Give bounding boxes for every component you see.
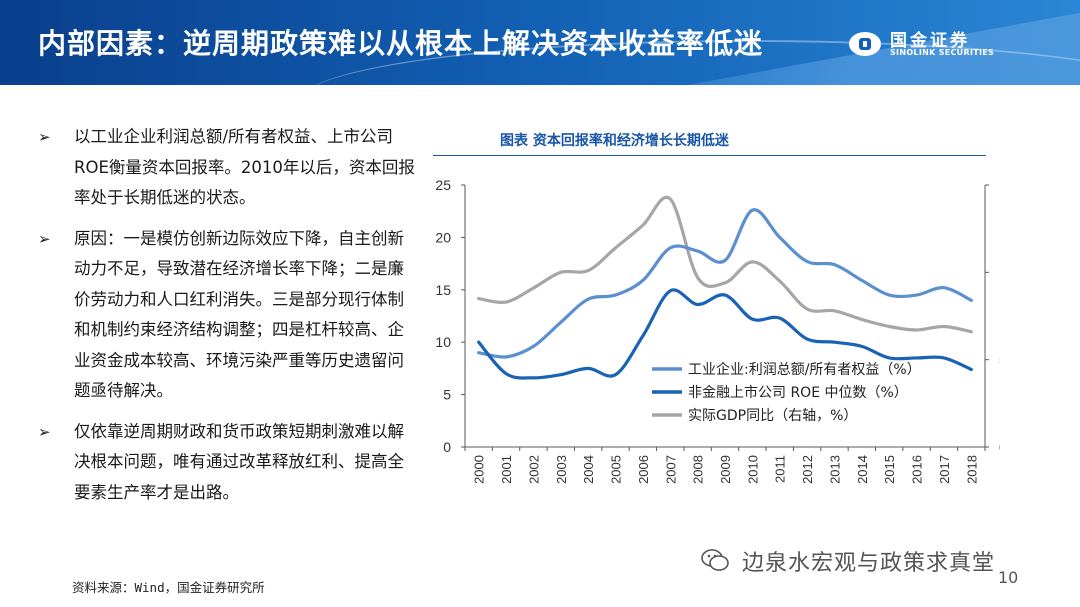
slide-header: 内部因素：逆周期政策难以从根本上解决资本收益率低迷 国金证券 SINOLINK … xyxy=(0,0,1080,85)
y-left-tick-label: 10 xyxy=(435,334,451,350)
bullet-arrow-icon: ➢ xyxy=(38,229,51,248)
x-tick-label: 2017 xyxy=(937,455,952,484)
y-right-tick-label: 10 xyxy=(999,264,1000,280)
bullet-item: ➢ 仅依靠逆周期财政和货币政策短期刺激难以解决根本问题，唯有通过改革释放红利、提… xyxy=(38,417,418,509)
wechat-watermark: 边泉水宏观与政策求真堂 xyxy=(706,545,995,577)
bullet-text: 仅依靠逆周期财政和货币政策短期刺激难以解决根本问题，唯有通过改革释放红利、提高全… xyxy=(74,421,404,502)
line-chart: 0 5 10 15 20 25 0 5 10 15 2000 2001 2002 2003 2004 2005… xyxy=(435,177,1000,484)
bullet-item: ➢ 以工业企业利润总额/所有者权益、上市公司ROE衡量资本回报率。2010年以后… xyxy=(38,122,418,214)
y-left-tick-label: 5 xyxy=(443,387,451,403)
x-tick-label: 2002 xyxy=(526,455,541,484)
y-right-tick-label: 0 xyxy=(999,439,1000,455)
watermark-text: 边泉水宏观与政策求真堂 xyxy=(742,551,996,576)
bullet-arrow-icon: ➢ xyxy=(38,128,51,146)
bullet-item: ➢ 原因：一是模仿创新边际效应下降，自主创新动力不足，导致潜在经济增长率下降；二… xyxy=(38,224,418,407)
y-left-tick-label: 20 xyxy=(435,229,451,245)
legend-label: 工业企业:利润总额/所有者权益（%） xyxy=(688,361,921,378)
x-tick-label: 2010 xyxy=(745,455,760,484)
x-tick-label: 2016 xyxy=(910,455,925,484)
y-right-tick-label: 5 xyxy=(999,352,1000,368)
x-tick-label: 2006 xyxy=(636,455,651,484)
y-left-tick-label: 15 xyxy=(435,282,451,298)
x-tick-label: 2004 xyxy=(581,455,596,484)
x-tick-label: 2018 xyxy=(964,455,979,484)
series-line-0 xyxy=(477,208,973,359)
x-tick-label: 2001 xyxy=(499,455,514,484)
x-tick-label: 2009 xyxy=(718,455,733,484)
x-tick-label: 2012 xyxy=(800,455,815,484)
y-right-tick-label: 15 xyxy=(999,177,1000,193)
logo-english-name: SINOLINK SECURITIES xyxy=(890,48,995,57)
company-logo: 国金证券 SINOLINK SECURITIES xyxy=(848,26,1038,62)
x-tick-label: 2005 xyxy=(609,455,624,484)
x-tick-label: 2014 xyxy=(855,455,870,484)
legend-label: 非金融上市公司 ROE 中位数（%） xyxy=(688,384,908,401)
x-tick-label: 2003 xyxy=(554,455,569,484)
bullet-arrow-icon: ➢ xyxy=(38,422,51,441)
x-tick-label: 2011 xyxy=(773,455,788,483)
page-number: 10 xyxy=(998,568,1019,587)
logo-chinese-name: 国金证券 xyxy=(890,31,970,51)
bullet-text: 原因：一是模仿创新边际效应下降，自主创新动力不足，导致潜在经济增长率下降；二是廉… xyxy=(74,228,404,401)
series-line-1 xyxy=(477,288,973,380)
x-tick-label: 2008 xyxy=(691,455,706,484)
x-tick-label: 2000 xyxy=(472,455,487,484)
chart-title: 图表 资本回报率和经济增长长期低迷 xyxy=(500,133,729,149)
chart-title-rule xyxy=(433,155,986,156)
series-line-2 xyxy=(477,195,973,334)
header-arc-decoration xyxy=(300,40,1080,85)
bullet-list: ➢ 以工业企业利润总额/所有者权益、上市公司ROE衡量资本回报率。2010年以后… xyxy=(38,122,418,518)
y-left-tick-label: 25 xyxy=(435,177,451,193)
x-tick-label: 2013 xyxy=(827,455,842,484)
wechat-icon xyxy=(701,549,729,571)
x-tick-label: 2015 xyxy=(882,455,897,484)
x-tick-label: 2007 xyxy=(663,455,678,484)
sinolink-logo-icon xyxy=(849,32,881,56)
bullet-text: 以工业企业利润总额/所有者权益、上市公司ROE衡量资本回报率。2010年以后，资… xyxy=(74,127,415,207)
slide-title: 内部因素：逆周期政策难以从根本上解决资本收益率低迷 xyxy=(38,27,764,60)
legend-label: 实际GDP同比（右轴，%） xyxy=(688,408,857,424)
y-left-tick-label: 0 xyxy=(443,439,451,455)
data-source-note: 资料来源：Wind，国金证券研究所 xyxy=(72,580,265,595)
